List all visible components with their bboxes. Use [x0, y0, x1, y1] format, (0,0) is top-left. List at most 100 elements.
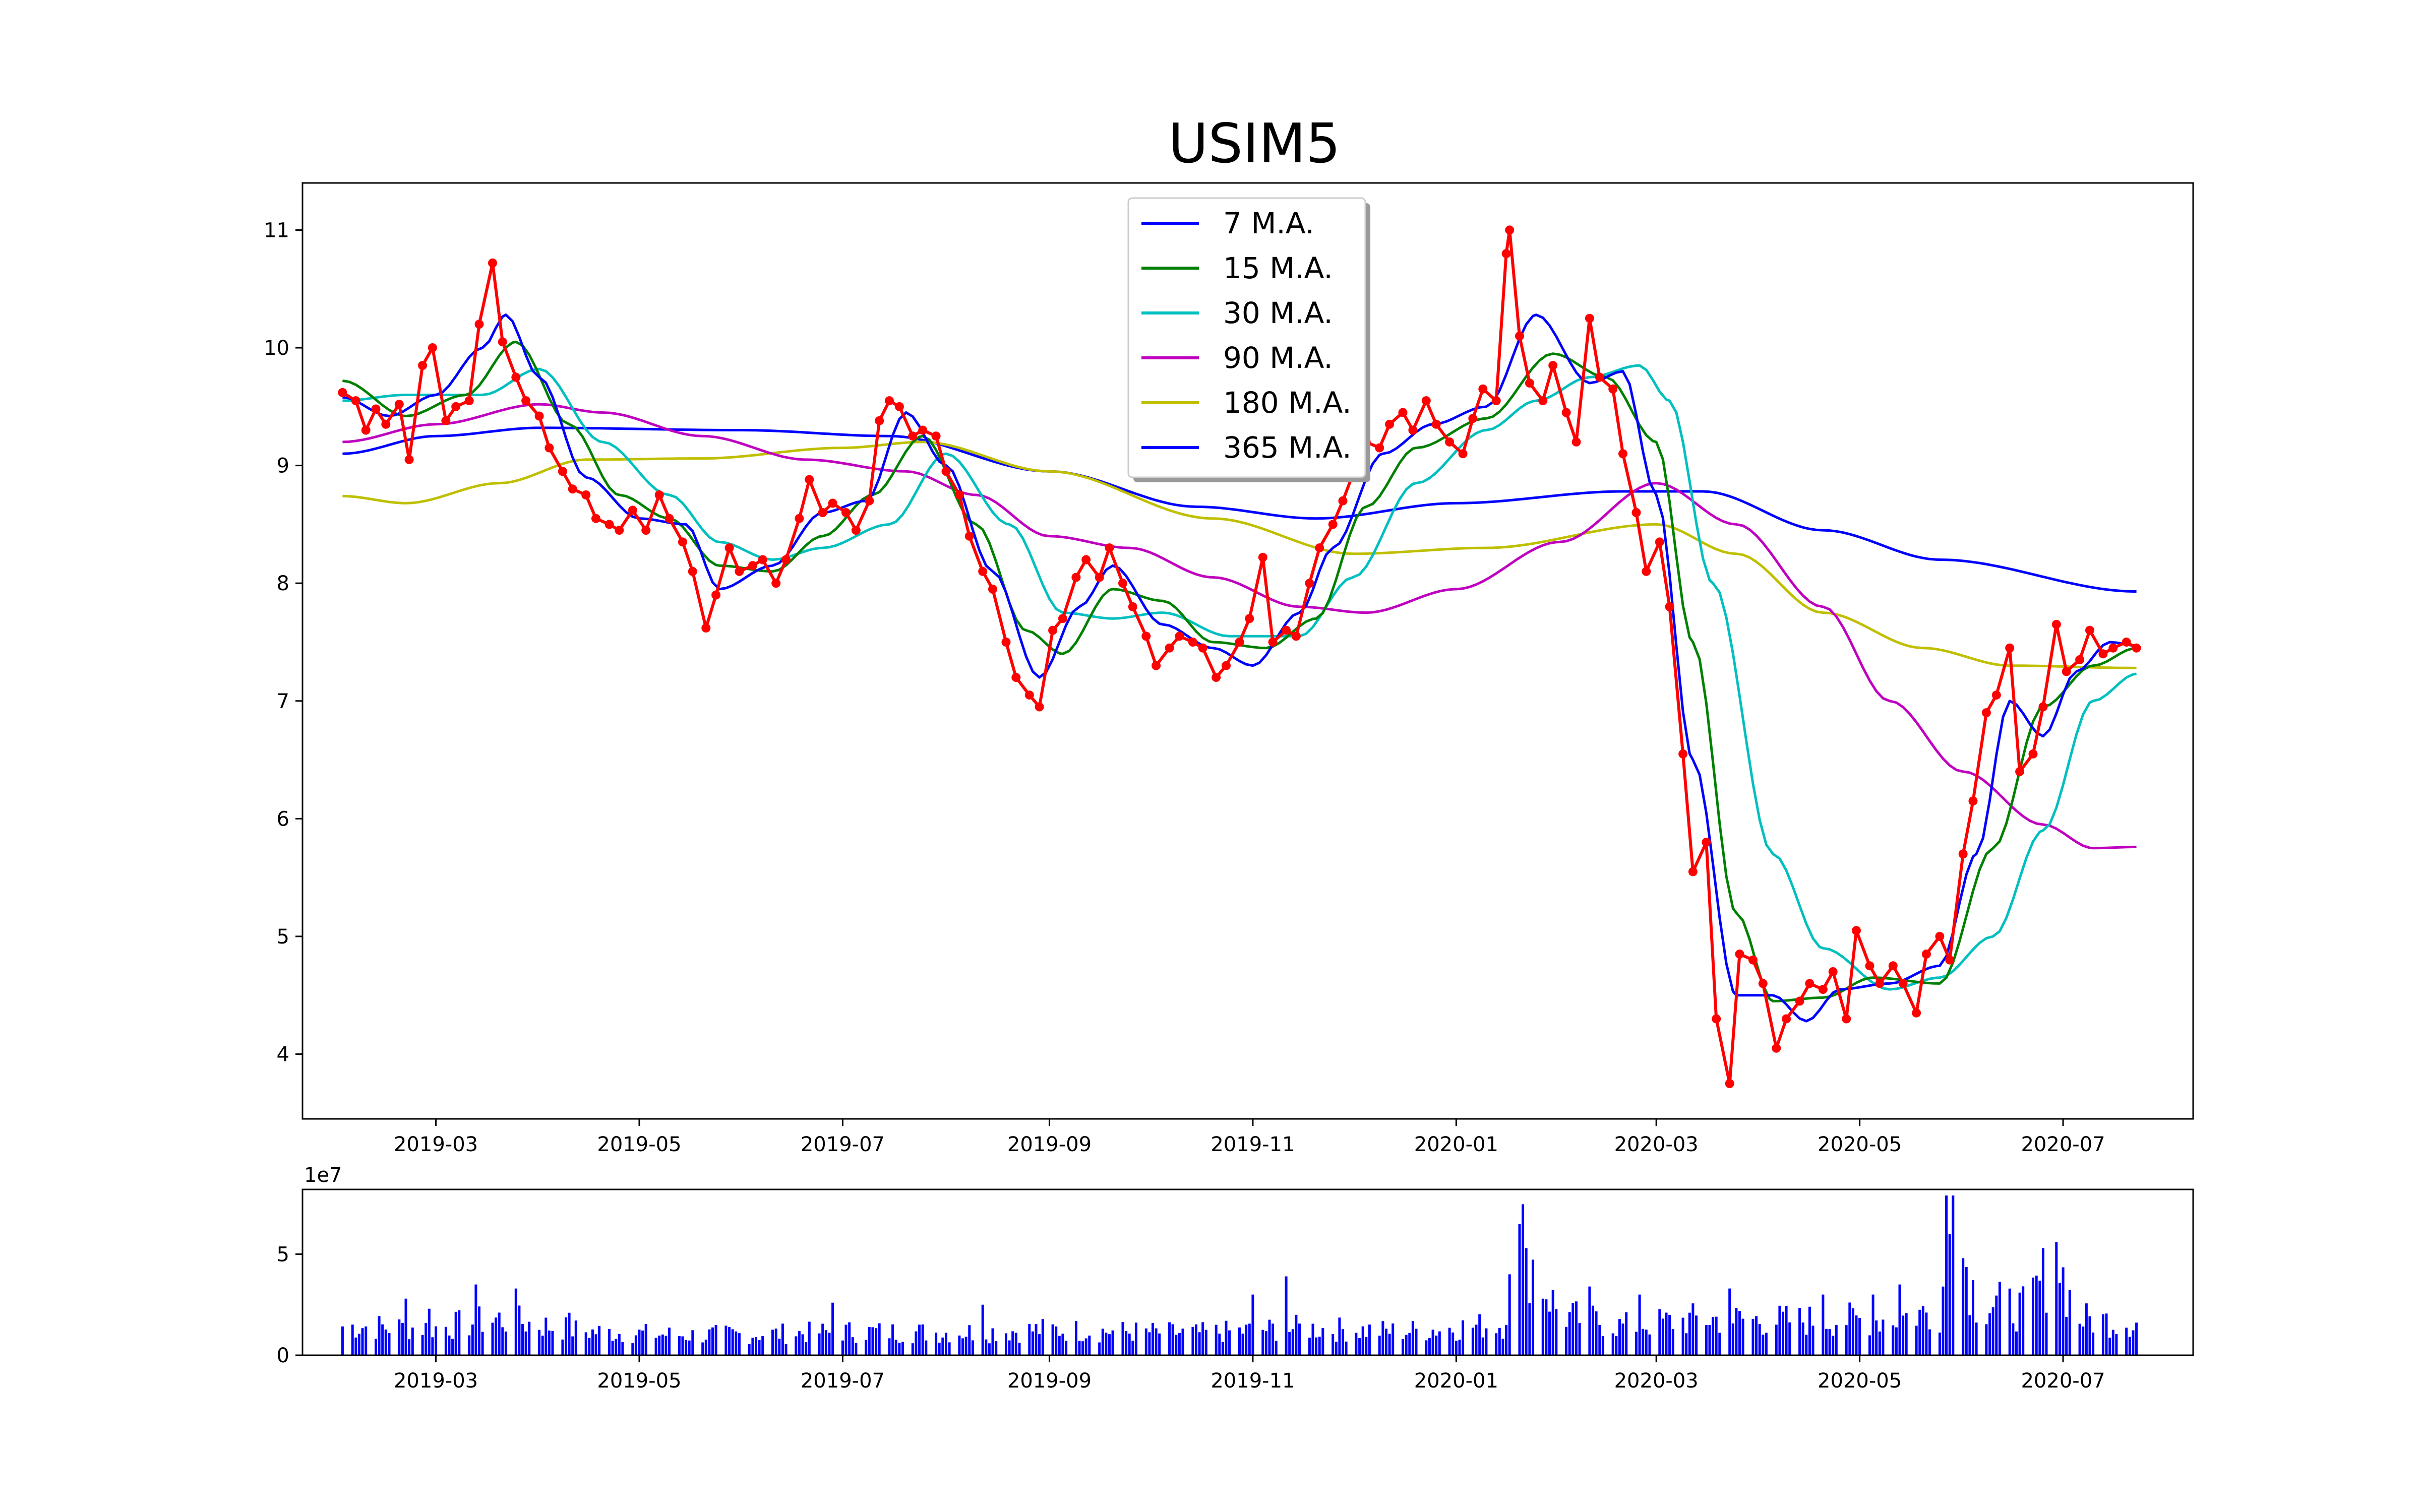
volume-bar: [1388, 1334, 1391, 1355]
volume-bar: [1035, 1324, 1038, 1355]
price-marker: [404, 455, 414, 464]
price-marker: [1618, 449, 1627, 459]
volume-bar: [2055, 1242, 2058, 1355]
price-marker: [371, 404, 381, 414]
volume-bar: [378, 1316, 381, 1355]
volume-bar: [2008, 1288, 2011, 1355]
volume-bar: [751, 1338, 754, 1355]
volume-bar: [571, 1336, 574, 1355]
x-tick-label: 2019-09: [1007, 1133, 1092, 1156]
volume-bar: [681, 1336, 684, 1355]
price-marker: [1268, 638, 1278, 647]
chart-title: USIM5: [1168, 112, 1340, 175]
volume-bar: [1798, 1307, 1801, 1355]
volume-bar: [1571, 1303, 1575, 1355]
volume-bar: [435, 1326, 438, 1355]
volume-bar: [1498, 1328, 1501, 1355]
volume-bar: [1178, 1333, 1181, 1355]
volume-bar: [1625, 1312, 1628, 1355]
price-marker: [2005, 643, 2015, 653]
price-marker: [701, 623, 711, 633]
volume-bar: [688, 1340, 691, 1355]
price-marker: [488, 258, 497, 268]
price-marker: [1198, 643, 1207, 653]
volume-bar: [1081, 1341, 1084, 1355]
price-marker: [521, 396, 531, 406]
volume-bar: [1478, 1314, 1481, 1355]
price-marker: [1898, 979, 1908, 988]
volume-bar: [528, 1321, 531, 1355]
price-marker: [964, 531, 974, 541]
volume-bar: [1762, 1335, 1765, 1355]
volume-bar: [985, 1339, 988, 1355]
price-marker: [1782, 1014, 1791, 1024]
price-marker: [1712, 1014, 1721, 1024]
price-marker: [498, 337, 507, 347]
volume-bar: [1878, 1331, 1881, 1355]
price-marker: [1608, 384, 1618, 394]
volume-bar: [1261, 1330, 1264, 1355]
volume-bar: [711, 1327, 714, 1355]
volume-bar: [351, 1325, 354, 1355]
price-marker: [558, 467, 567, 476]
volume-bar: [1548, 1311, 1551, 1355]
price-marker: [1945, 955, 1955, 965]
volume-bar: [538, 1330, 541, 1355]
volume-bar: [1972, 1280, 1974, 1355]
volume-bar: [918, 1325, 921, 1355]
volume-bar: [1928, 1329, 1931, 1355]
volume-bar: [1665, 1312, 1668, 1355]
price-marker: [1665, 602, 1674, 611]
volume-bar: [1175, 1335, 1178, 1355]
volume-bar: [428, 1308, 431, 1355]
volume-bar: [1074, 1321, 1077, 1355]
price-marker: [931, 431, 941, 441]
volume-bar: [1902, 1315, 1905, 1355]
price-marker: [2108, 643, 2118, 653]
volume-bar: [755, 1337, 757, 1355]
volume-bar: [1595, 1311, 1598, 1355]
price-marker: [1725, 1079, 1734, 1088]
price-marker: [885, 396, 894, 406]
volume-bar: [1825, 1329, 1828, 1355]
volume-bar: [1338, 1317, 1341, 1355]
volume-bar: [2032, 1277, 2034, 1355]
price-plot-area: [338, 225, 2141, 1088]
price-marker: [1035, 702, 1044, 712]
volume-bar: [991, 1328, 994, 1355]
price-marker: [1081, 555, 1091, 564]
volume-bar: [1295, 1314, 1298, 1355]
volume-bar: [1845, 1325, 1848, 1355]
volume-bar: [915, 1331, 918, 1355]
volume-bar: [761, 1336, 764, 1355]
volume-bar: [1078, 1341, 1081, 1355]
price-marker: [2062, 667, 2071, 676]
price-marker: [2028, 749, 2038, 759]
volume-bar: [1055, 1326, 1058, 1355]
volume-bar: [2035, 1275, 2038, 1355]
price-marker: [1735, 950, 1744, 959]
volume-bar: [1428, 1338, 1431, 1355]
price-marker: [351, 396, 360, 406]
volume-bar: [1738, 1311, 1741, 1355]
volume-bar: [1868, 1335, 1871, 1355]
volume-bar: [1475, 1325, 1478, 1355]
volume-bar: [1615, 1336, 1618, 1355]
volume-bar: [1905, 1313, 1908, 1355]
volume-bar: [641, 1330, 644, 1355]
x-tick-label: 2020-05: [1818, 1133, 1902, 1156]
volume-bar: [1014, 1333, 1017, 1355]
legend-label: 30 M.A.: [1223, 296, 1333, 330]
volume-bar: [1065, 1341, 1068, 1355]
volume-bar: [1708, 1325, 1711, 1355]
price-marker: [1431, 419, 1441, 429]
x-tick-label: 2020-07: [2021, 1369, 2105, 1393]
volume-bar: [1621, 1324, 1624, 1355]
x-tick-label: 2019-11: [1211, 1369, 1295, 1393]
volume-bar: [1204, 1330, 1207, 1355]
volume-bar: [471, 1325, 474, 1355]
volume-bar: [1121, 1322, 1124, 1355]
volume-bar: [898, 1343, 901, 1355]
volume-bar: [444, 1327, 447, 1355]
volume-bar: [728, 1327, 731, 1355]
